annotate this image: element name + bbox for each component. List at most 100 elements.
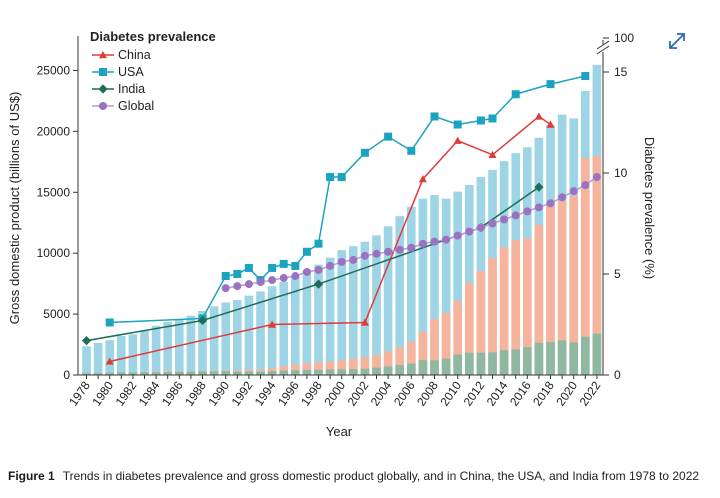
bar [488,352,497,375]
prevalence-point-global [581,181,590,190]
prevalence-point-global [500,215,509,224]
figure-caption: Figure 1 Trends in diabetes prevalence an… [8,469,699,483]
prevalence-point-usa [221,272,230,281]
prevalence-point-china [360,318,369,326]
bar [302,270,312,375]
prevalence-point-usa [233,270,242,278]
y-axis-left-title: Gross domestic product (billions of US$) [7,92,22,325]
bar [395,347,404,375]
bar [511,349,520,375]
bar [546,205,555,375]
bar-series-india-gdp [82,333,602,375]
prevalence-point-usa [244,263,253,272]
bar-series-china-gdp [82,156,602,375]
bar [279,281,288,375]
legend-entry-global: Global [92,99,154,113]
prevalence-point-usa [581,72,590,81]
prevalence-lines [81,72,601,365]
bar [93,373,103,375]
prevalence-point-global [430,237,439,246]
expand-diagonal-arrows-icon[interactable] [666,30,688,52]
prevalence-point-global [442,235,451,244]
bar [453,354,462,375]
prevalence-point-usa [407,146,416,155]
bar [418,331,428,375]
bar [569,342,578,375]
x-axis-tick-label: 2012 [461,378,488,408]
legend-entry-china: China [92,48,151,62]
bar [233,371,242,375]
axis-break-mark [596,45,610,55]
bar [430,360,439,375]
bar [291,370,300,375]
bar [82,373,91,375]
prevalence-point-usa [453,120,462,129]
bar [395,216,404,375]
bar [291,364,300,375]
x-axis-tick-label: 2002 [345,378,372,408]
y-axis-left-tick-label: 15000 [37,185,71,199]
bar [465,352,474,375]
bar [453,300,462,375]
x-axis-tick-label: 1982 [113,378,140,408]
x-axis-tick-label: 1996 [275,378,302,408]
x-axis-tick-label: 1980 [89,378,116,408]
bar [372,354,381,375]
legend-entry-usa: USA [92,65,144,79]
bar [105,372,114,375]
prevalence-point-china [268,320,277,328]
bar [499,247,509,375]
prevalence-point-global [372,249,381,258]
prevalence-point-india [197,315,208,326]
x-axis-tick-label: 2022 [577,378,604,408]
prevalence-series-global [221,173,601,293]
prevalence-point-global [488,219,497,228]
bar [117,335,126,375]
bar [267,370,277,375]
x-axis-tick-label: 2018 [530,378,557,408]
bar [476,271,486,375]
bar [337,369,346,375]
y-axis-right-tick-label: 15 [614,65,628,79]
legend-swatch-marker [99,68,107,76]
bar [175,319,184,375]
bar [256,371,265,375]
bar [383,366,393,375]
bar [407,341,416,375]
bar [151,372,161,375]
bar [186,315,196,375]
bar [557,340,567,375]
prevalence-point-global [244,280,253,289]
prevalence-point-global [221,284,230,293]
bar [407,363,416,375]
bar [325,257,335,375]
bar [581,157,590,375]
x-axis-tick-label: 1978 [66,378,93,408]
prevalence-point-china [453,136,462,144]
prevalence-point-china [105,357,114,365]
bar [314,369,323,375]
y-axis-right-tick-label: 5 [614,267,621,281]
prevalence-point-usa [511,90,520,99]
x-axis-tick-label: 2008 [414,378,441,408]
y-axis-left-tick-label: 25000 [37,63,71,77]
prevalence-series-china [105,112,555,365]
prevalence-point-global [511,211,520,220]
bar [337,360,346,375]
prevalence-point-global [233,282,242,291]
bar [291,276,300,375]
gdp-bars [82,64,602,376]
prevalence-point-global [476,223,485,232]
prevalence-point-china [488,150,497,159]
prevalence-point-global [384,247,393,256]
bar [569,196,578,375]
bar [186,371,196,375]
bar [314,362,323,375]
bar [360,241,370,375]
bar [476,352,486,375]
prevalence-point-usa [488,114,497,123]
bar [302,369,312,375]
prevalence-point-global [407,243,416,252]
bar [441,312,451,375]
bar [372,367,381,375]
